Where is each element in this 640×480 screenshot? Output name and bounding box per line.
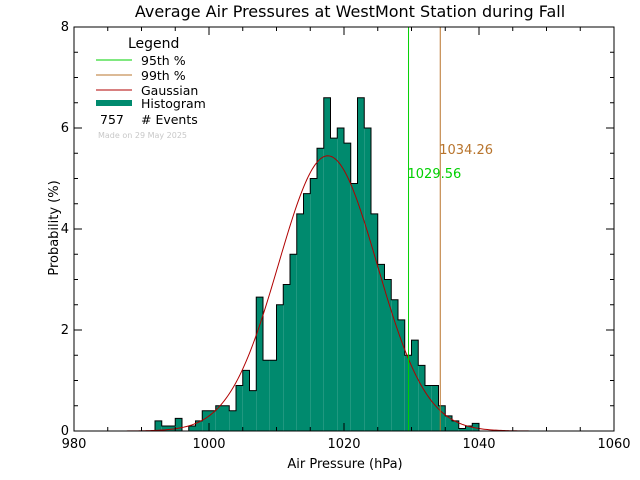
y-axis-label: Probability (%) (47, 180, 62, 275)
histogram-bars (155, 97, 479, 431)
histogram-bar (411, 340, 419, 431)
y-tick-labels: 0 2 4 6 8 (61, 20, 69, 439)
histogram-bar (155, 420, 162, 431)
histogram-bar (256, 297, 263, 431)
legend-entry-label: 99th % (141, 68, 186, 83)
histogram-bar (452, 420, 459, 431)
histogram-bar (458, 428, 466, 431)
histogram-bar (438, 405, 446, 431)
histogram-bar (296, 213, 304, 431)
histogram-bar (168, 425, 176, 431)
histogram-bar (249, 390, 257, 431)
histogram-bar (229, 410, 236, 431)
x-tick-label: 980 (62, 437, 87, 452)
legend-title: Legend (128, 36, 179, 52)
histogram-bar (350, 183, 358, 431)
x-axis-label: Air Pressure (hPa) (287, 457, 402, 472)
events-count: 757 (100, 112, 124, 127)
histogram-bar (337, 128, 344, 431)
histogram-bar (344, 143, 351, 431)
histogram-bar (222, 405, 230, 431)
axis-ticks (73, 26, 615, 432)
histogram-bar (215, 405, 223, 431)
histogram-bar (377, 264, 385, 431)
histogram-bar (269, 360, 277, 431)
percentile-value-label: 1029.56 (408, 167, 462, 182)
histogram-bar (364, 128, 371, 431)
histogram-bar (445, 415, 452, 431)
events-label: # Events (141, 112, 198, 127)
histogram-bar (398, 319, 405, 431)
y-tick-label: 2 (61, 323, 69, 338)
histogram-bar (384, 279, 392, 431)
credit-text: Made on 29 May 2025 (98, 131, 187, 140)
x-tick-label: 1040 (462, 437, 495, 452)
percentile-value-label: 1034.26 (439, 143, 493, 158)
x-tick-label: 1060 (597, 437, 630, 452)
histogram-bar (431, 385, 439, 431)
histogram-bar (330, 138, 338, 431)
histogram-bar (317, 148, 324, 431)
y-tick-label: 4 (61, 222, 69, 237)
histogram-bar (209, 410, 216, 431)
histogram-bar (323, 97, 331, 431)
histogram-bar (263, 360, 270, 431)
percentile-lines: 1029.56 1034.26 (408, 27, 493, 431)
y-tick-label: 0 (61, 424, 69, 439)
histogram-outline (154, 97, 486, 432)
histogram-bar (290, 254, 297, 431)
histogram-bar (188, 425, 196, 431)
x-tick-labels: 980 1000 1020 1040 1060 (62, 437, 631, 452)
histogram-bar (195, 420, 203, 431)
x-tick-label: 1000 (192, 437, 225, 452)
histogram-bar (391, 299, 398, 431)
y-tick-label: 8 (61, 20, 69, 35)
y-tick-label: 6 (61, 121, 69, 136)
legend-entry-label: 95th % (141, 53, 186, 68)
legend-entry-label: Histogram (141, 96, 206, 111)
legend-entry-label: Gaussian (141, 83, 198, 98)
histogram-bar (242, 370, 250, 431)
histogram-bar (371, 213, 378, 431)
chart-title: Average Air Pressures at WestMont Statio… (135, 2, 565, 21)
histogram-bar (236, 385, 243, 431)
histogram-bar (472, 423, 479, 431)
histogram-bar (303, 193, 311, 431)
histogram-bar (276, 304, 284, 431)
histogram-bar (283, 284, 290, 431)
histogram-bar (175, 418, 182, 431)
histogram-bar (465, 425, 473, 431)
histogram-bar (425, 385, 432, 431)
x-tick-label: 1020 (327, 437, 360, 452)
histogram-bar (202, 410, 209, 431)
histogram-bar (161, 425, 169, 431)
histogram-bar (357, 97, 365, 431)
histogram-bar (418, 365, 425, 431)
histogram-bar (310, 178, 317, 431)
